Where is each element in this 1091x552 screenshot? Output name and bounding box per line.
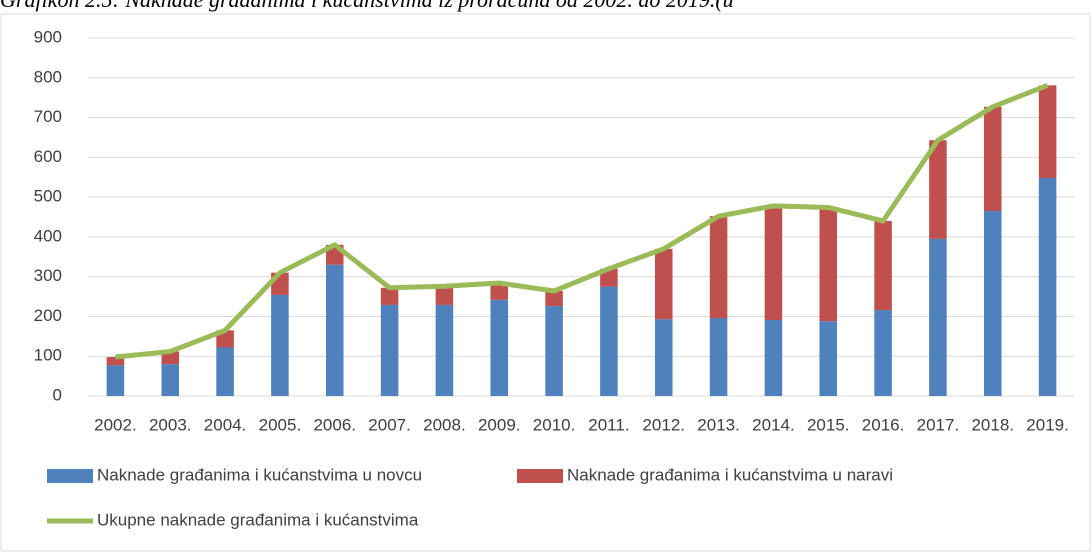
bar: [545, 290, 563, 307]
bar: [819, 321, 838, 396]
bar: [490, 283, 509, 300]
x-tick-label: 2014.: [752, 415, 795, 434]
legend-label: Ukupne naknade građanima i kućanstvima: [97, 510, 419, 529]
y-tick-label: 600: [34, 147, 62, 166]
bar: [709, 318, 728, 396]
bar: [929, 238, 947, 396]
x-tick-label: 2011.: [588, 415, 629, 434]
x-tick-label: 2002.: [94, 415, 137, 434]
x-tick-label: 2009.: [478, 415, 521, 434]
x-tick-label: 2005.: [259, 415, 302, 434]
bar: [545, 306, 563, 396]
legend-swatch: [47, 469, 93, 483]
x-tick-label: 2016.: [862, 415, 905, 434]
bar: [654, 248, 673, 320]
bar: [490, 299, 509, 396]
bar: [874, 310, 892, 396]
y-tick-label: 0: [53, 385, 62, 404]
bar: [106, 357, 125, 366]
bar: [435, 304, 454, 396]
bar: [161, 364, 180, 396]
x-tick-label: 2006.: [313, 415, 356, 434]
y-tick-label: 800: [34, 67, 62, 86]
x-tick-label: 2013.: [697, 415, 740, 434]
bar: [983, 106, 1002, 212]
bar: [1038, 85, 1057, 179]
bar: [654, 319, 673, 396]
x-tick-label: 2018.: [971, 415, 1014, 434]
bar: [1038, 178, 1057, 396]
legend-swatch: [517, 469, 563, 483]
bar: [600, 286, 618, 396]
bar: [874, 220, 892, 311]
x-tick-label: 2004.: [204, 415, 247, 434]
bar: [435, 286, 454, 305]
bar: [325, 264, 344, 396]
x-tick-label: 2019.: [1026, 415, 1069, 434]
x-tick-label: 2007.: [368, 415, 411, 434]
bar: [983, 211, 1002, 396]
chart-frame: [0, 13, 1091, 552]
chart-title: Grafikon 2.5: Naknade građanima i kućans…: [0, 0, 734, 12]
x-tick-label: 2008.: [423, 415, 466, 434]
x-tick-label: 2003.: [149, 415, 192, 434]
bar: [271, 294, 289, 396]
y-tick-label: 500: [34, 187, 62, 206]
line: [115, 83, 1049, 360]
bar: [106, 365, 125, 396]
bar: [380, 287, 399, 305]
bar: [216, 347, 234, 396]
legend-label: Naknade građanima i kućanstvima u novcu: [97, 465, 422, 484]
y-tick-label: 700: [34, 107, 62, 126]
bar: [819, 207, 838, 322]
y-tick-label: 900: [34, 27, 62, 46]
bar: [161, 351, 180, 365]
bar: [380, 304, 399, 396]
y-tick-label: 200: [34, 306, 62, 325]
x-tick-label: 2012.: [642, 415, 685, 434]
x-tick-label: 2010.: [533, 415, 576, 434]
x-tick-label: 2015.: [807, 415, 850, 434]
legend-label: Naknade građanima i kućanstvima u naravi: [567, 465, 893, 484]
y-tick-label: 300: [34, 266, 62, 285]
x-tick-label: 2017.: [917, 415, 960, 434]
bar: [929, 140, 947, 239]
y-tick-label: 100: [34, 346, 62, 365]
bar: [709, 216, 728, 319]
bar: [764, 320, 783, 396]
y-tick-label: 400: [34, 226, 62, 245]
bar: [764, 205, 783, 321]
